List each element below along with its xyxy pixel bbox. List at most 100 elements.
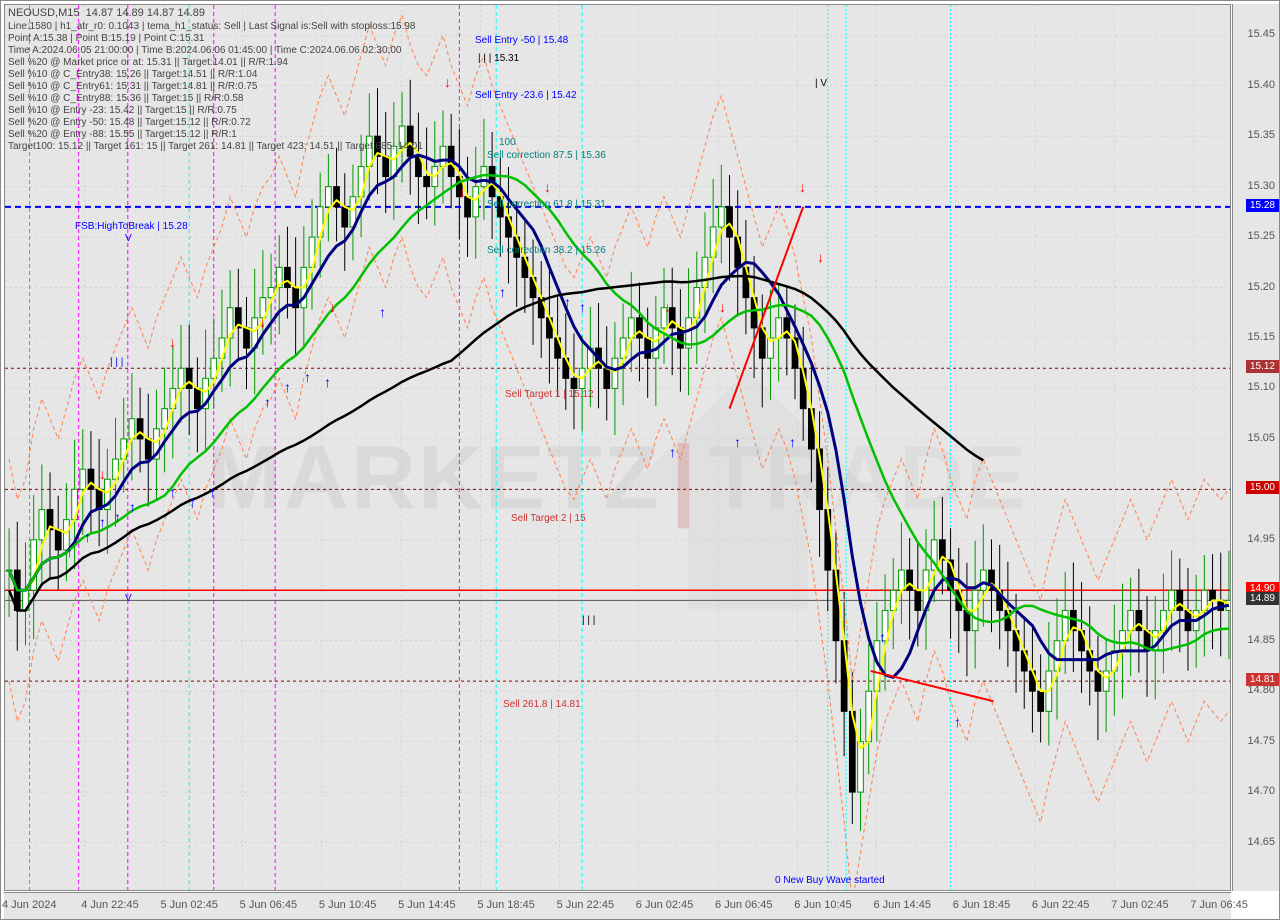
chart-annotation: 100 [499,137,516,148]
buy-arrow-icon: ↑ [579,300,586,314]
x-tick-label: 4 Jun 2024 [2,899,56,911]
price-tag: 15.12 [1246,360,1279,373]
y-axis: 15.45 15.40 15.35 15.30 15.25 15.20 15.15 15.10… [1232,4,1279,891]
buy-arrow-icon: ↑ [264,395,271,409]
info-line: Sell %10 @ C_Entry61: 15.31 || Target:14… [8,81,257,92]
buy-arrow-icon: ↑ [304,370,311,384]
buy-arrow-icon: ↑ [84,530,91,544]
chart-annotation: V [125,233,132,244]
y-tick-label: 15.45 [1247,28,1275,40]
chart-annotation: FSB:HighToBreak | 15.28 [75,221,188,232]
sell-arrow-icon: ↓ [544,180,551,194]
sell-arrow-icon: ↓ [459,185,466,199]
buy-arrow-icon: ↑ [66,545,73,559]
info-line: Sell %20 @ Market price or at: 15.31 || … [8,57,288,68]
price-tag: 14.81 [1246,673,1279,686]
y-tick-label: 14.75 [1247,735,1275,747]
chart-annotation: V [125,593,132,604]
buy-arrow-icon: ↑ [99,515,106,529]
sell-arrow-icon: ↓ [664,300,671,314]
buy-arrow-icon: ↑ [734,435,741,449]
chart-annotation: Sell Target 2 | 15 [511,513,586,524]
info-line: Target100: 15.12 || Target 161: 15 || Ta… [8,141,423,152]
chart-annotation: 0 New Buy Wave started [775,875,885,886]
buy-arrow-icon: ↑ [209,485,216,499]
y-tick-label: 14.85 [1247,634,1275,646]
y-tick-label: 14.95 [1247,533,1275,545]
chart-annotation: Sell Target 1 | 15.12 [505,389,594,400]
x-tick-label: 4 Jun 22:45 [81,899,139,911]
sell-arrow-icon: ↓ [817,250,824,264]
y-tick-label: 14.65 [1247,836,1275,848]
buy-arrow-icon: ↑ [129,500,136,514]
x-tick-label: 7 Jun 06:45 [1190,899,1248,911]
info-line: Point A:15.38 | Point B:15.19 | Point C:… [8,33,204,44]
chart-annotation: Sell Entry -50 | 15.48 [475,35,568,46]
price-tag: 15.00 [1246,481,1279,494]
chart-annotation: Sell 261.8 | 14.81 [503,699,581,710]
y-tick-label: 15.30 [1247,180,1275,192]
x-tick-label: 5 Jun 10:45 [319,899,377,911]
info-line: Sell %10 @ Entry -23: 15.42 || Target:15… [8,105,237,116]
chart-annotation: Sell Entry -23.6 | 15.42 [475,90,577,101]
chart-annotation: | | | [110,357,123,368]
y-tick-label: 15.15 [1247,331,1275,343]
sell-arrow-icon: ↓ [799,180,806,194]
chart-annotation: | | | [582,615,595,626]
x-tick-label: 6 Jun 22:45 [1032,899,1090,911]
y-tick-label: 15.25 [1247,230,1275,242]
info-line: Sell %10 @ C_Entry38: 15.26 || Target:14… [8,69,257,80]
buy-arrow-icon: ↑ [564,295,571,309]
x-tick-label: 6 Jun 18:45 [953,899,1011,911]
info-line: Sell %20 @ Entry -88: 15.55 || Target:15… [8,129,237,140]
x-tick-label: 5 Jun 02:45 [160,899,218,911]
buy-arrow-icon: ↑ [669,445,676,459]
sell-arrow-icon: ↓ [329,300,336,314]
y-tick-label: 15.10 [1247,381,1275,393]
x-tick-label: 6 Jun 06:45 [715,899,773,911]
x-tick-label: 7 Jun 02:45 [1111,899,1169,911]
buy-arrow-icon: ↑ [954,715,961,729]
info-line: Sell %20 @ Entry -50: 15.48 || Target:15… [8,117,251,128]
buy-arrow-icon: ↑ [189,495,196,509]
buy-arrow-icon: ↑ [499,285,506,299]
buy-arrow-icon: ↑ [169,485,176,499]
x-tick-label: 6 Jun 10:45 [794,899,852,911]
price-tag: 14.89 [1246,592,1279,605]
chart-area[interactable]: MARKETZ|TRADE NEOUSD,M15 14.87 14.89 14.… [4,4,1231,891]
price-tag: 15.28 [1246,199,1279,212]
buy-arrow-icon: ↑ [379,305,386,319]
sell-arrow-icon: ↓ [259,315,266,329]
chart-annotation: Sell correction 87.5 | 15.36 [487,150,606,161]
info-line: Sell %10 @ C_Entry88: 15.36 || Target:15… [8,93,243,104]
y-tick-label: 15.40 [1247,79,1275,91]
buy-arrow-icon: ↑ [114,510,121,524]
chart-container: MARKETZ|TRADE NEOUSD,M15 14.87 14.89 14.… [0,0,1280,920]
info-line: Time A:2024.06.05 21:00:00 | Time B:2024… [8,45,401,56]
buy-arrow-icon: ↑ [284,380,291,394]
chart-annotation: | V [815,78,827,89]
sell-arrow-icon: ↓ [719,300,726,314]
y-tick-label: 15.05 [1247,432,1275,444]
x-tick-label: 6 Jun 14:45 [873,899,931,911]
chart-annotation: Sell correction 61.8 | 15.31 [487,199,606,210]
sell-arrow-icon: ↓ [99,467,106,481]
chart-annotation: | | | 15.31 [478,53,519,64]
x-tick-label: 5 Jun 06:45 [240,899,298,911]
y-tick-label: 15.20 [1247,281,1275,293]
sell-arrow-icon: ↓ [444,75,451,89]
x-tick-label: 6 Jun 02:45 [636,899,694,911]
x-tick-label: 5 Jun 14:45 [398,899,456,911]
y-tick-label: 14.70 [1247,785,1275,797]
x-axis: 4 Jun 2024 4 Jun 22:45 5 Jun 02:45 5 Jun 06… [4,892,1231,919]
x-tick-label: 5 Jun 22:45 [557,899,615,911]
buy-arrow-icon: ↑ [789,435,796,449]
symbol-header: NEOUSD,M15 14.87 14.89 14.87 14.89 [8,7,205,19]
info-line: Line:1580 | h1_atr_r0: 0.1043 | tema_h1_… [8,21,416,32]
buy-arrow-icon: ↑ [879,630,886,644]
buy-arrow-icon: ↑ [324,375,331,389]
sell-arrow-icon: ↓ [169,335,176,349]
x-tick-label: 5 Jun 18:45 [477,899,535,911]
y-tick-label: 15.35 [1247,129,1275,141]
chart-annotation: Sell correction 38.2 | 15.26 [487,245,606,256]
